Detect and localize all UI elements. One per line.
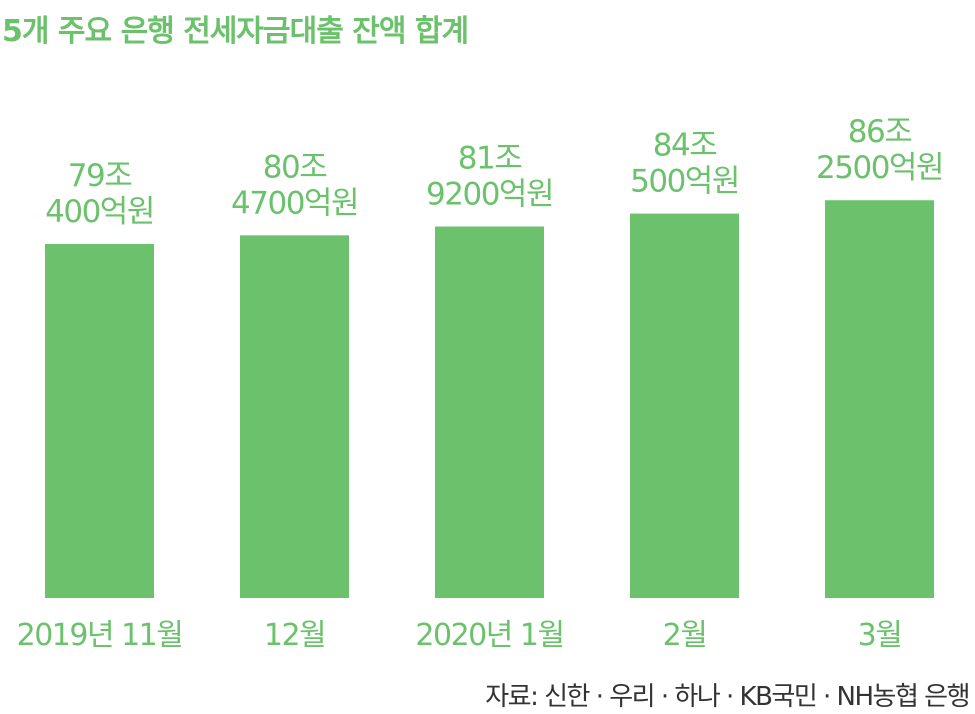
value-label-1-line-1: 79조 <box>68 158 131 194</box>
source-note: 자료: 신한 · 우리 · 하나 · KB국민 · NH농협 은행 <box>485 682 970 712</box>
x-label-3: 2020년 1월 <box>415 618 563 653</box>
value-label-2-line-1: 80조 <box>263 149 326 185</box>
bar-5 <box>825 200 934 599</box>
bar-4 <box>630 213 739 598</box>
x-label-1: 2019년 11월 <box>17 618 183 653</box>
x-label-2: 12월 <box>264 618 325 653</box>
value-label-4-line-2: 500억원 <box>630 164 739 200</box>
bar-1 <box>45 244 154 598</box>
x-axis-labels-group: 2019년 11월 12월 2020년 1월 2월 3월 <box>17 618 903 653</box>
value-label-5-line-1: 86조 <box>848 114 911 150</box>
bar-3 <box>435 226 544 598</box>
x-label-5: 3월 <box>858 618 902 653</box>
value-label-2-line-2: 4700억원 <box>231 185 358 221</box>
chart-title: 5개 주요 은행 전세자금대출 잔액 합계 <box>2 14 469 49</box>
x-label-4: 2월 <box>663 618 707 653</box>
bars-group <box>45 200 934 599</box>
value-label-3-line-2: 9200억원 <box>426 177 553 213</box>
value-label-5-line-2: 2500억원 <box>816 150 943 186</box>
value-label-1-line-2: 400억원 <box>45 194 154 230</box>
value-label-3-line-1: 81조 <box>458 141 521 177</box>
bar-2 <box>240 235 349 599</box>
value-label-4-line-1: 84조 <box>653 128 716 164</box>
